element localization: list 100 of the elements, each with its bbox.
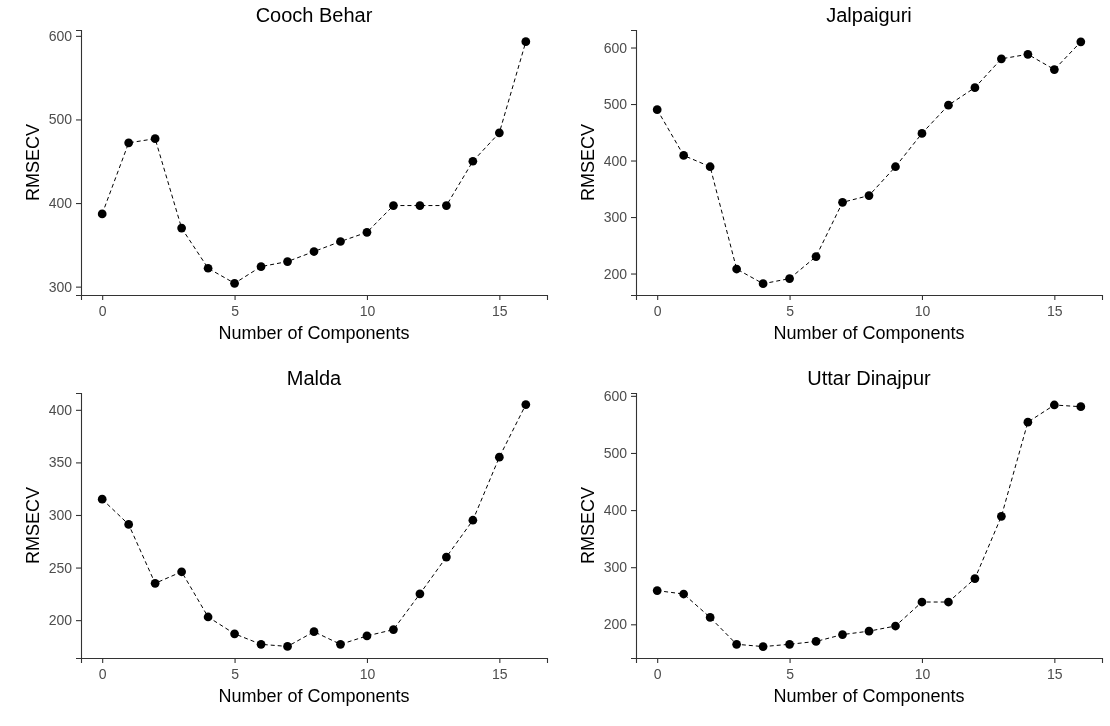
y-tick-label: 200 [603, 265, 628, 282]
x-tick-label: 0 [653, 302, 662, 319]
x-tick-label: 10 [359, 665, 376, 682]
point [336, 639, 345, 649]
point [652, 586, 662, 595]
x-axis-title: Number of Components [773, 686, 965, 706]
point [124, 138, 134, 148]
point [970, 83, 980, 92]
x-tick-label: 0 [98, 302, 107, 319]
point [150, 578, 160, 588]
x-tick-label: 15 [492, 302, 508, 319]
point [336, 237, 345, 246]
x-axis-title: Number of Components [218, 686, 410, 706]
x-tick-label: 10 [359, 302, 376, 319]
point [97, 209, 107, 219]
y-axis-title: RMSECV [578, 123, 598, 202]
y-tick-label: 400 [48, 195, 73, 212]
point [891, 162, 900, 172]
point [785, 639, 794, 649]
point [864, 626, 874, 636]
x-tick-label: 15 [1047, 665, 1063, 682]
point [997, 54, 1006, 64]
point [917, 597, 927, 607]
point [970, 574, 980, 583]
point [705, 162, 715, 172]
point [944, 597, 953, 607]
point [679, 151, 689, 160]
point [494, 128, 504, 138]
point [283, 257, 292, 266]
y-tick-label: 300 [603, 209, 628, 226]
point [362, 227, 372, 237]
x-tick-label: 15 [1047, 302, 1063, 319]
point [309, 627, 319, 637]
point [811, 252, 821, 261]
y-tick-label: 200 [48, 612, 73, 629]
y-tick-label: 600 [603, 387, 628, 404]
x-axis-title: Number of Components [218, 323, 410, 343]
y-tick-label: 400 [603, 152, 628, 169]
point [415, 589, 425, 599]
point [732, 639, 741, 649]
y-tick-label: 500 [603, 96, 628, 112]
point [230, 278, 239, 288]
point [521, 37, 531, 47]
point [256, 262, 266, 271]
point [442, 201, 451, 210]
x-tick-label: 10 [914, 665, 931, 682]
x-axis-title: Number of Components [773, 323, 965, 343]
y-tick-label: 350 [48, 454, 73, 471]
point [177, 567, 186, 577]
point [785, 274, 794, 283]
y-tick-label: 200 [603, 616, 628, 633]
point [732, 264, 741, 274]
x-tick-label: 5 [231, 302, 240, 319]
point [997, 512, 1006, 521]
point [944, 100, 953, 110]
point [468, 515, 478, 525]
y-tick-label: 300 [603, 559, 628, 576]
point [1049, 65, 1059, 74]
point [1023, 417, 1033, 427]
point [494, 452, 504, 462]
chart-title: Uttar Dinajpur [807, 367, 932, 389]
point [891, 621, 900, 631]
y-tick-label: 400 [603, 502, 628, 519]
chart-title: Jalpaiguri [826, 4, 912, 26]
chart-title: Malda [286, 367, 343, 389]
y-tick-label: 300 [48, 506, 73, 523]
point [758, 642, 768, 651]
point [309, 247, 319, 256]
point [1076, 37, 1086, 47]
point [203, 263, 213, 273]
point [177, 223, 186, 233]
point [1049, 400, 1059, 410]
y-axis-title: RMSECV [23, 486, 43, 565]
point [838, 630, 847, 639]
point [468, 156, 478, 166]
y-tick-label: 500 [603, 444, 628, 461]
chart-title: Cooch Behar [255, 4, 373, 26]
y-tick-label: 400 [48, 401, 73, 418]
point [230, 629, 239, 639]
point [758, 279, 768, 289]
point [415, 201, 425, 210]
y-axis-title: RMSECV [23, 123, 43, 202]
point [521, 400, 531, 409]
point [705, 613, 715, 622]
point [679, 589, 689, 599]
point [1023, 49, 1033, 59]
point [442, 552, 451, 562]
y-tick-label: 300 [48, 278, 73, 295]
x-tick-label: 10 [914, 302, 931, 319]
x-tick-label: 5 [231, 665, 240, 682]
point [1076, 402, 1086, 412]
y-tick-label: 250 [48, 559, 73, 576]
y-tick-label: 600 [48, 27, 73, 44]
point [838, 197, 847, 207]
point [811, 637, 821, 646]
point [864, 191, 874, 200]
point [652, 105, 662, 115]
point [203, 612, 213, 622]
y-tick-label: 600 [603, 39, 628, 56]
x-tick-label: 0 [98, 665, 107, 682]
